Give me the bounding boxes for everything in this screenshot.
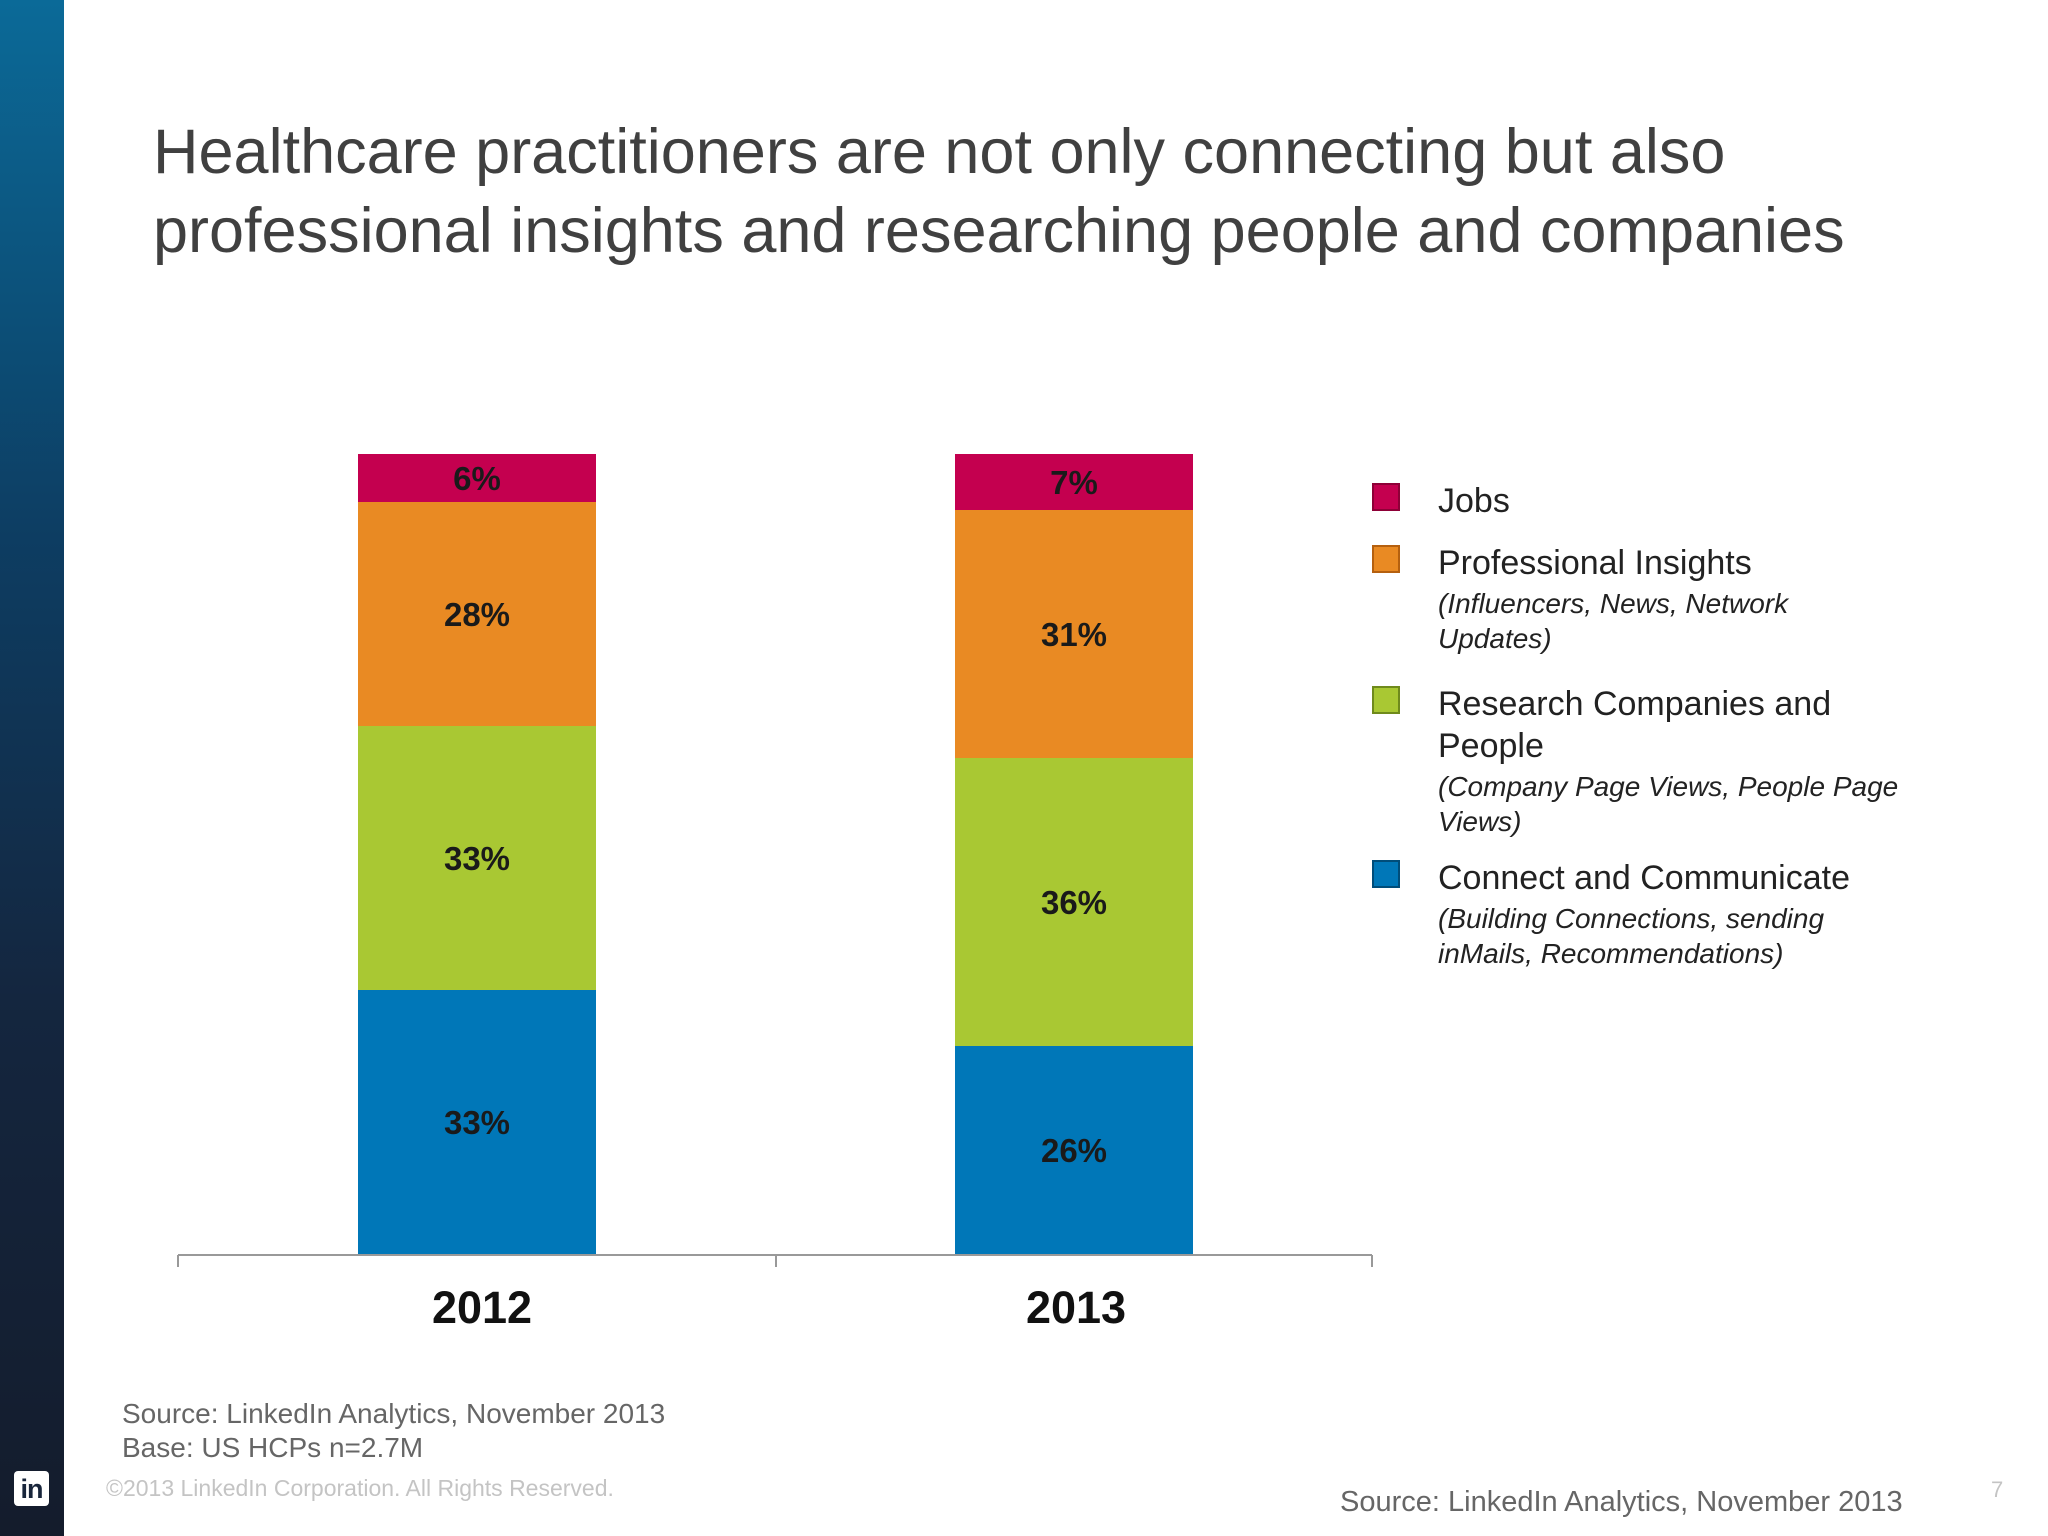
source-footer: Source: LinkedIn Analytics, November 201… [1340, 1486, 1903, 1518]
slide-title-line-2: professional insights and researching pe… [153, 196, 1845, 266]
legend-swatch [1372, 860, 1400, 888]
legend-swatch [1372, 483, 1400, 511]
page-number: 7 [1991, 1477, 2004, 1502]
data-label: 6% [453, 460, 501, 497]
bar-segment [955, 454, 1193, 510]
data-label: 26% [1041, 1132, 1107, 1169]
source-note: Source: LinkedIn Analytics, November 201… [122, 1398, 666, 1429]
legend-label: Jobs [1438, 482, 1510, 520]
linkedin-logo-icon: in [14, 1471, 49, 1506]
legend-description: Views) [1438, 806, 1522, 837]
legend-label: Research Companies and [1438, 685, 1832, 723]
legend-description: (Building Connections, sending [1438, 903, 1825, 934]
data-label: 28% [444, 596, 510, 633]
slide-title: Healthcare practitioners are not only co… [153, 113, 1973, 271]
bar-segment [358, 502, 596, 726]
bar-segment [955, 758, 1193, 1046]
base-note: Base: US HCPs n=2.7M [122, 1432, 424, 1463]
legend-description: inMails, Recommendations) [1438, 938, 1784, 969]
category-label: 2013 [1026, 1282, 1126, 1333]
legend-swatch [1372, 686, 1400, 714]
bar-segment [358, 990, 596, 1254]
legend-description: (Company Page Views, People Page [1438, 771, 1899, 802]
data-label: 31% [1041, 616, 1107, 653]
bar-segment [955, 1046, 1193, 1254]
side-accent-bar [0, 0, 64, 1536]
legend-swatch [1372, 545, 1400, 573]
data-label: 33% [444, 840, 510, 877]
legend-label: People [1438, 727, 1544, 765]
legend-label: Connect and Communicate [1438, 859, 1851, 897]
category-label: 2012 [432, 1282, 532, 1333]
legend-description: (Influencers, News, Network [1438, 588, 1789, 619]
legend-label: Professional Insights [1438, 544, 1752, 582]
bar-segment [955, 510, 1193, 758]
data-label: 33% [444, 1104, 510, 1141]
copyright-text: ©2013 LinkedIn Corporation. All Rights R… [106, 1475, 614, 1501]
data-label: 36% [1041, 884, 1107, 921]
bar-segment [358, 726, 596, 990]
data-label: 7% [1050, 464, 1098, 501]
slide-title-line-1: Healthcare practitioners are not only co… [153, 117, 1726, 187]
legend-description: Updates) [1438, 623, 1552, 654]
bar-segment [358, 454, 596, 502]
